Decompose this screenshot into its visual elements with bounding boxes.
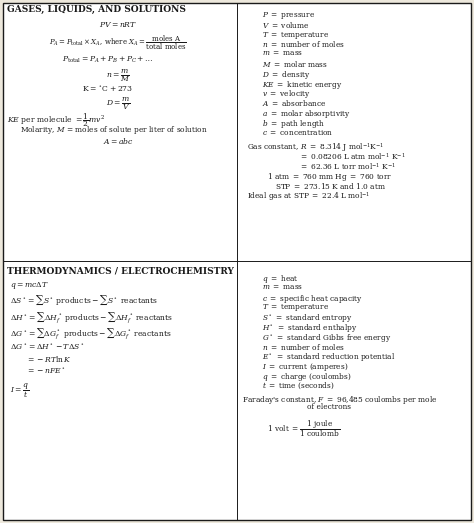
Text: ${\rm K} = {^\circ}{\rm C} + 273$: ${\rm K} = {^\circ}{\rm C} + 273$ bbox=[82, 84, 134, 94]
Text: Molarity, $M$ = moles of solute per liter of solution: Molarity, $M$ = moles of solute per lite… bbox=[20, 124, 208, 136]
Text: $D\ =\ $density: $D\ =\ $density bbox=[262, 69, 311, 81]
Text: $G^\circ\ =\ $standard Gibbs free energy: $G^\circ\ =\ $standard Gibbs free energy bbox=[262, 332, 392, 344]
Text: $A\ =\ $absorbance: $A\ =\ $absorbance bbox=[262, 98, 327, 108]
Text: $S^\circ\ =\ $standard entropy: $S^\circ\ =\ $standard entropy bbox=[262, 312, 352, 324]
Text: $\Delta G^\circ = \sum \Delta G^\circ_f\ {\rm products} - \sum \Delta G^\circ_f\: $\Delta G^\circ = \sum \Delta G^\circ_f\… bbox=[10, 326, 172, 340]
Text: $D = \dfrac{m}{V}$: $D = \dfrac{m}{V}$ bbox=[106, 97, 130, 112]
Text: $KE\ =\ $kinetic energy: $KE\ =\ $kinetic energy bbox=[262, 78, 342, 90]
Text: Faraday's constant, $F\ =\ 96{,}485$ coulombs per mole: Faraday's constant, $F\ =\ 96{,}485$ cou… bbox=[242, 394, 438, 406]
Text: GASES, LIQUIDS, AND SOLUTIONS: GASES, LIQUIDS, AND SOLUTIONS bbox=[7, 5, 186, 14]
Text: $m\ =\ $mass: $m\ =\ $mass bbox=[262, 283, 303, 291]
Text: $A = abc$: $A = abc$ bbox=[102, 136, 134, 146]
Text: $P\ =\ $pressure: $P\ =\ $pressure bbox=[262, 10, 315, 21]
Text: $I = \dfrac{q}{t}$: $I = \dfrac{q}{t}$ bbox=[10, 382, 29, 401]
Text: $m\ =\ $mass: $m\ =\ $mass bbox=[262, 49, 303, 57]
Text: $V\ =\ $volume: $V\ =\ $volume bbox=[262, 20, 310, 30]
Text: $=\ 0.08206$ L atm mol$^{-1}$ K$^{-1}$: $=\ 0.08206$ L atm mol$^{-1}$ K$^{-1}$ bbox=[299, 151, 406, 162]
Text: $= -nFE^\circ$: $= -nFE^\circ$ bbox=[26, 366, 66, 376]
Text: $q = mc\Delta T$: $q = mc\Delta T$ bbox=[10, 280, 49, 291]
Text: $H^\circ\ =\ $standard enthalpy: $H^\circ\ =\ $standard enthalpy bbox=[262, 322, 357, 334]
Text: $1$ atm $=\ 760$ mm Hg $=\ 760$ torr: $1$ atm $=\ 760$ mm Hg $=\ 760$ torr bbox=[267, 171, 392, 183]
Text: $PV = nRT$: $PV = nRT$ bbox=[99, 20, 137, 29]
Text: $=\ 62.36$ L torr mol$^{-1}$ K$^{-1}$: $=\ 62.36$ L torr mol$^{-1}$ K$^{-1}$ bbox=[299, 161, 396, 172]
Text: of electrons: of electrons bbox=[307, 403, 351, 412]
Text: $q\ =\ $charge (coulombs): $q\ =\ $charge (coulombs) bbox=[262, 371, 351, 383]
Text: THERMODYNAMICS / ELECTROCHEMISTRY: THERMODYNAMICS / ELECTROCHEMISTRY bbox=[7, 266, 234, 275]
Text: $t\ =\ $time (seconds): $t\ =\ $time (seconds) bbox=[262, 381, 335, 391]
Text: $KE$ per molecule $= \dfrac{1}{2}mv^2$: $KE$ per molecule $= \dfrac{1}{2}mv^2$ bbox=[7, 112, 105, 129]
Text: Ideal gas at STP $=\ 22.4$ L mol$^{-1}$: Ideal gas at STP $=\ 22.4$ L mol$^{-1}$ bbox=[247, 190, 370, 203]
Text: $P_{\rm total} = P_A + P_B + P_C + \ldots$: $P_{\rm total} = P_A + P_B + P_C + \ldot… bbox=[62, 55, 154, 65]
Text: Gas constant, $R\ =\ 8.314$ J mol$^{-1}$K$^{-1}$: Gas constant, $R\ =\ 8.314$ J mol$^{-1}$… bbox=[247, 141, 384, 154]
Text: $T\ =\ $temperature: $T\ =\ $temperature bbox=[262, 302, 329, 313]
Text: $c\ =\ $concentration: $c\ =\ $concentration bbox=[262, 128, 333, 137]
Text: STP $=\ 273.15$ K and $1.0$ atm: STP $=\ 273.15$ K and $1.0$ atm bbox=[275, 180, 386, 190]
Text: $a\ =\ $molar absorptivity: $a\ =\ $molar absorptivity bbox=[262, 108, 351, 120]
Text: 1 volt $= \dfrac{1\ \rm joule}{1\ \rm coulomb}$: 1 volt $= \dfrac{1\ \rm joule}{1\ \rm co… bbox=[267, 419, 340, 439]
Text: $T\ =\ $temperature: $T\ =\ $temperature bbox=[262, 30, 329, 41]
Text: $b\ =\ $path length: $b\ =\ $path length bbox=[262, 118, 325, 130]
Text: $\Delta H^\circ = \sum \Delta H^\circ_f\ {\rm products} - \sum \Delta H^\circ_f\: $\Delta H^\circ = \sum \Delta H^\circ_f\… bbox=[10, 310, 173, 325]
Text: $\Delta S^\circ = \sum S^\circ\ {\rm products} - \sum S^\circ\ {\rm reactants}$: $\Delta S^\circ = \sum S^\circ\ {\rm pro… bbox=[10, 294, 158, 307]
Text: $n\ =\ $number of moles: $n\ =\ $number of moles bbox=[262, 342, 345, 351]
Text: $P_A = P_{\rm total} \times X_A$, where $X_A = \dfrac{\rm moles\ A}{\rm total\ m: $P_A = P_{\rm total} \times X_A$, where … bbox=[49, 34, 187, 52]
Text: $E^\circ\ =\ $standard reduction potential: $E^\circ\ =\ $standard reduction potenti… bbox=[262, 351, 395, 363]
Text: $n = \dfrac{m}{M}$: $n = \dfrac{m}{M}$ bbox=[106, 69, 130, 84]
Text: $q\ =\ $heat: $q\ =\ $heat bbox=[262, 273, 299, 285]
Text: $I\ =\ $current (amperes): $I\ =\ $current (amperes) bbox=[262, 361, 348, 373]
Text: $c\ =\ $specific heat capacity: $c\ =\ $specific heat capacity bbox=[262, 292, 363, 304]
Text: $n\ =\ $number of moles: $n\ =\ $number of moles bbox=[262, 39, 345, 49]
Text: $M\ =\ $molar mass: $M\ =\ $molar mass bbox=[262, 59, 328, 69]
Text: $= -RT\ln K$: $= -RT\ln K$ bbox=[26, 354, 72, 364]
Text: $\Delta G^\circ = \Delta H^\circ - T\Delta S^\circ$: $\Delta G^\circ = \Delta H^\circ - T\Del… bbox=[10, 342, 84, 351]
Text: $v\ =\ $velocity: $v\ =\ $velocity bbox=[262, 88, 311, 100]
